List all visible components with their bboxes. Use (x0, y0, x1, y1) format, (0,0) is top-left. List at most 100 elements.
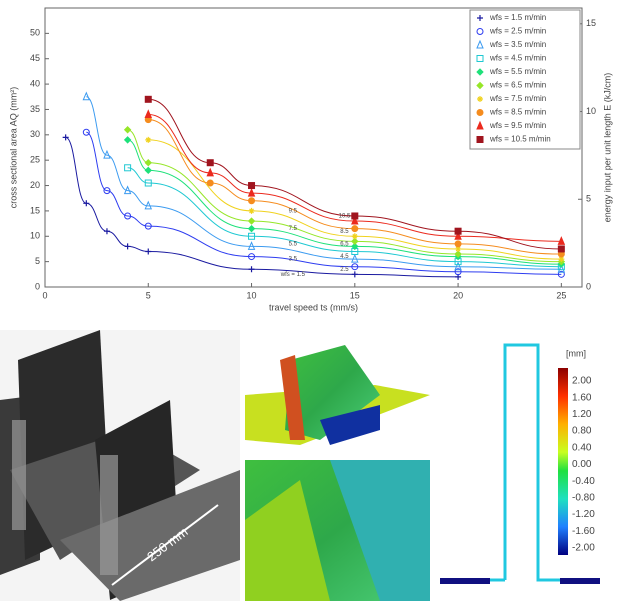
y-tick-label: 30 (30, 129, 40, 139)
y-tick-label: 15 (30, 205, 40, 215)
legend-label: wfs = 3.5 m/min (489, 40, 546, 49)
marker (476, 120, 484, 130)
fit-line (148, 119, 562, 255)
marker (351, 237, 359, 246)
y-tick-label: 25 (30, 155, 40, 165)
marker (454, 240, 462, 248)
legend-label: wfs = 5.5 m/min (489, 67, 546, 76)
annotation: 5.5 (289, 241, 298, 247)
marker (123, 126, 132, 134)
marker (206, 167, 214, 177)
marker (455, 245, 462, 252)
legend-label: wfs = 4.5 m/min (489, 54, 546, 63)
legend-box (469, 9, 581, 150)
marker (476, 28, 484, 35)
colorbar-label: 1.20 (572, 409, 592, 420)
colorbar-label: -0.80 (572, 493, 595, 504)
marker (248, 182, 256, 190)
y-axis-label: cross sectional area AQ (mm²) (8, 87, 18, 209)
x-tick-label: 15 (350, 290, 360, 300)
fit-line (148, 114, 562, 242)
y-tick-label: 45 (30, 53, 40, 63)
marker (454, 231, 462, 240)
fit-line (65, 136, 459, 278)
legend-label: wfs = 10.5 m/min (489, 135, 551, 144)
colorbar-label: 2.00 (572, 376, 592, 387)
marker (123, 136, 132, 144)
legend-label: wfs = 8.5 m/min (489, 108, 546, 117)
marker (103, 149, 111, 159)
marker (124, 243, 131, 250)
marker (476, 68, 484, 76)
marker (248, 207, 255, 214)
marker (454, 261, 462, 271)
marker (477, 96, 483, 102)
colorbar-unit: [mm] (566, 348, 586, 358)
photo: 250 mm (0, 330, 240, 601)
colorbar-label: 0.40 (572, 442, 592, 453)
marker (557, 236, 566, 245)
annotation: 8.5 (340, 229, 349, 235)
marker (247, 187, 256, 197)
x-tick-label: 0 (42, 290, 47, 300)
y-tick-label: 5 (35, 256, 40, 266)
fit-line (148, 139, 562, 260)
marker (83, 200, 90, 207)
annotation: 10.5 (339, 214, 351, 220)
legend-label: wfs = 2.5 m/min (489, 27, 546, 36)
marker (476, 55, 484, 62)
annotation: 9.5 (289, 208, 298, 214)
annotation: 3.5 (289, 257, 298, 263)
y-tick-label: 40 (30, 78, 40, 88)
colorbar-label: -2.00 (572, 543, 595, 554)
x-axis-label: travel speed ts (mm/s) (269, 302, 358, 312)
marker (247, 241, 256, 250)
annotation: 2.5 (340, 267, 349, 273)
marker (476, 136, 484, 143)
colorbar-label: -0.40 (572, 476, 595, 487)
y2-axis-label: energy input per unit length E (kJ/cm) (602, 73, 612, 223)
marker (454, 268, 462, 276)
marker (476, 109, 484, 116)
marker (351, 242, 359, 251)
y2-tick-label: 5 (586, 194, 591, 204)
colorbar-label: 1.60 (572, 392, 592, 403)
marker (248, 253, 256, 261)
marker (82, 91, 91, 101)
marker (145, 248, 152, 255)
marker (351, 271, 358, 278)
marker (454, 250, 462, 258)
annotation: 6.5 (340, 241, 349, 247)
marker (351, 215, 359, 225)
marker (103, 187, 111, 195)
marker (247, 224, 256, 233)
marker (206, 179, 214, 187)
colorbar-label: 0.00 (572, 459, 592, 470)
colorbar-label: 0.80 (572, 426, 592, 437)
scan (245, 330, 619, 601)
marker (557, 263, 566, 273)
y-tick-label: 0 (35, 281, 40, 291)
legend-label: wfs = 6.5 m/min (489, 81, 546, 90)
x-tick-label: 25 (556, 290, 566, 300)
marker (558, 256, 565, 263)
marker (124, 164, 132, 172)
y-tick-label: 10 (30, 231, 40, 241)
marker (351, 225, 359, 233)
marker (123, 185, 132, 195)
marker (557, 270, 565, 278)
marker (476, 81, 484, 90)
fit-line (86, 96, 562, 270)
marker (351, 263, 359, 271)
marker (247, 217, 256, 225)
plot-area (44, 7, 583, 288)
marker (124, 212, 132, 220)
marker (206, 159, 214, 167)
marker (144, 166, 152, 175)
marker (477, 15, 483, 21)
fit-line (86, 131, 562, 275)
annotation: 4.5 (340, 254, 349, 260)
marker (351, 253, 359, 263)
marker (145, 136, 152, 143)
